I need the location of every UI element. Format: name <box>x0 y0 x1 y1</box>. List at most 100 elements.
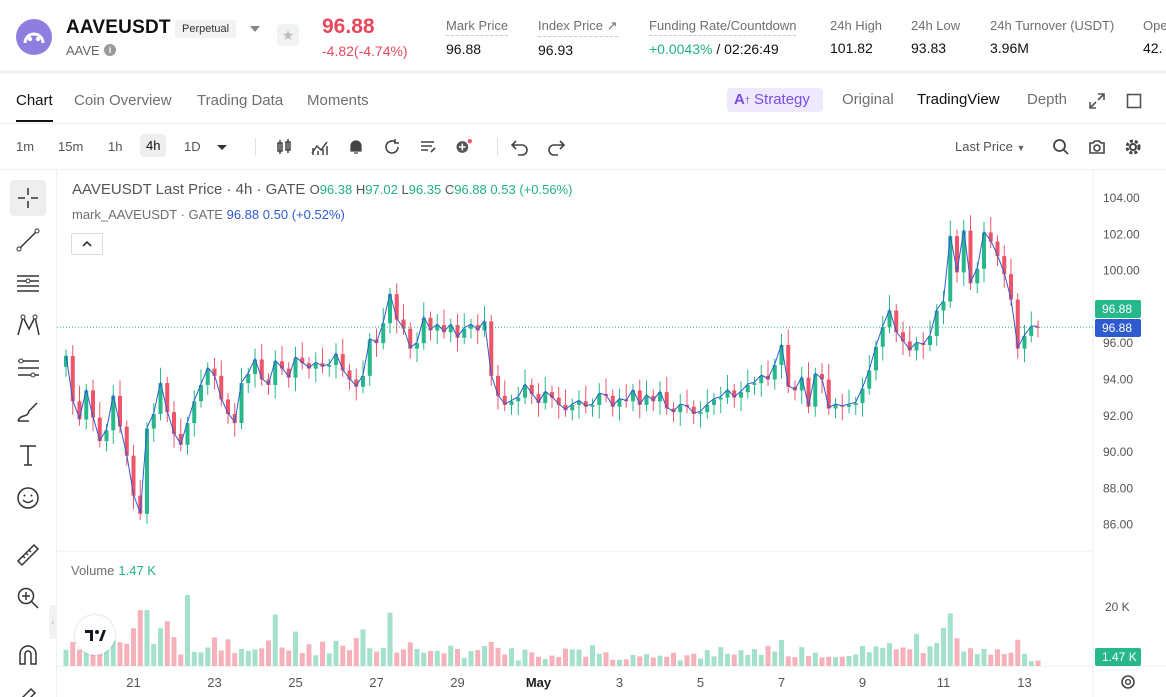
volume-bar <box>887 643 892 666</box>
volume-bar <box>266 640 271 666</box>
price-source-select[interactable]: Last Price ▼ <box>955 139 1025 154</box>
candle-body <box>455 325 460 338</box>
candle-body <box>91 390 95 418</box>
tab-moments[interactable]: Moments <box>307 92 369 109</box>
text-tool-icon[interactable] <box>10 437 46 473</box>
volume-bar <box>502 654 508 666</box>
tab-coin-overview[interactable]: Coin Overview <box>74 92 172 109</box>
volume-bar <box>806 656 811 666</box>
volume-bar <box>495 647 501 666</box>
pattern-tool-icon[interactable] <box>10 308 46 344</box>
magnet-icon[interactable] <box>10 637 46 673</box>
replay-icon[interactable] <box>382 137 402 157</box>
strategy-button[interactable]: A† Strategy <box>727 88 823 112</box>
candle-body <box>786 345 791 387</box>
stat-label[interactable]: Funding Rate/Countdown <box>649 18 797 36</box>
zoom-in-icon[interactable] <box>10 580 46 616</box>
tab-chart[interactable]: Chart <box>16 92 53 122</box>
candle-body <box>691 406 696 414</box>
fib-retracement-icon[interactable] <box>10 351 46 387</box>
templates-icon[interactable] <box>418 137 438 157</box>
trend-line-icon[interactable] <box>10 222 46 258</box>
candle-body <box>867 370 872 389</box>
redo-icon[interactable] <box>546 137 566 157</box>
lock-drawing-icon[interactable] <box>10 678 46 697</box>
open-label: O <box>309 182 320 197</box>
axis-settings-icon[interactable] <box>1117 671 1139 693</box>
timeframe-1m[interactable]: 1m <box>16 139 35 154</box>
volume-bar <box>326 653 332 666</box>
volume-bar <box>698 658 703 666</box>
candle-body <box>826 379 831 409</box>
stat-label[interactable]: Index Price ↗ <box>538 18 618 37</box>
favorite-star-icon[interactable]: ★ <box>277 24 299 46</box>
add-indicator-icon[interactable] <box>454 137 474 157</box>
symbol-name[interactable]: AAVEUSDT <box>66 17 171 38</box>
time-tick-label: 7 <box>778 675 785 690</box>
candle-body <box>995 241 1000 257</box>
volume-bar <box>306 644 312 666</box>
crosshair-icon[interactable] <box>10 180 46 216</box>
volume-bar <box>1028 661 1034 666</box>
tab-trading-data[interactable]: Trading Data <box>197 92 284 109</box>
time-tick-label: 11 <box>937 675 951 690</box>
collapse-legend-button[interactable] <box>71 233 103 255</box>
volume-bar <box>866 652 872 666</box>
settings-gear-icon[interactable] <box>1123 137 1143 157</box>
price-chart[interactable]: 104.00102.00100.0098.0096.0094.0092.0090… <box>57 170 1166 697</box>
timeframe-4h[interactable]: 4h <box>140 134 167 157</box>
volume-bar <box>414 648 420 666</box>
candle-body <box>739 392 743 398</box>
candle-body <box>273 361 278 385</box>
candle-body <box>212 368 217 376</box>
high-label: H <box>355 182 366 197</box>
emoji-icon[interactable] <box>10 480 46 516</box>
symbol-dropdown-icon[interactable] <box>249 24 261 34</box>
view-tradingview[interactable]: TradingView <box>917 91 1000 108</box>
window-icon[interactable] <box>1125 92 1143 110</box>
timeframe-1h[interactable]: 1h <box>108 139 123 154</box>
info-icon[interactable]: i <box>104 44 116 56</box>
stat-value: 3.96M <box>990 40 1029 56</box>
view-original[interactable]: Original <box>842 91 894 108</box>
price-tick-label: 88.00 <box>1103 481 1133 495</box>
volume-bar <box>299 653 305 666</box>
volume-bar <box>536 656 541 666</box>
horizontal-lines-icon[interactable] <box>10 265 46 301</box>
camera-icon[interactable] <box>1087 137 1107 157</box>
ruler-icon[interactable] <box>10 537 46 573</box>
volume-bar <box>529 652 535 666</box>
candle-body <box>712 399 716 405</box>
volume-bar <box>988 654 994 666</box>
candle-body <box>394 294 399 320</box>
view-depth[interactable]: Depth <box>1027 91 1068 108</box>
expand-sidebar-handle[interactable]: ‹ <box>49 605 57 639</box>
candlestick-chart[interactable]: 104.00102.00100.0098.0096.0094.0092.0090… <box>57 170 1166 697</box>
series-legend: AAVEUSDT Last Price · 4h · GATE O96.38 H… <box>72 181 572 198</box>
brush-icon[interactable] <box>10 394 46 430</box>
candle-body <box>772 364 777 380</box>
candle-body <box>421 317 426 344</box>
candle-type-icon[interactable] <box>274 137 294 157</box>
volume-bar <box>63 649 69 666</box>
volume-bar <box>245 650 251 666</box>
search-icon[interactable] <box>1051 137 1071 157</box>
candle-body <box>496 375 500 396</box>
candle-body <box>246 374 251 384</box>
timeframe-1d[interactable]: 1D <box>184 139 201 154</box>
indicators-icon[interactable] <box>310 137 330 157</box>
undo-icon[interactable] <box>510 137 530 157</box>
volume-bar <box>623 659 629 666</box>
volume-bar <box>252 649 258 666</box>
timeframe-dropdown-icon[interactable] <box>212 137 232 157</box>
fullscreen-icon[interactable] <box>1088 92 1106 110</box>
stat-label[interactable]: Mark Price <box>446 18 509 36</box>
alert-bell-icon[interactable] <box>346 137 366 157</box>
timeframe-15m[interactable]: 15m <box>58 139 84 154</box>
volume-bar <box>144 610 150 666</box>
candle-body <box>779 345 784 365</box>
tradingview-logo[interactable] <box>75 615 115 655</box>
volume-bars <box>63 594 1041 666</box>
mark-legend: mark_AAVEUSDT · GATE 96.88 0.50 (+0.52%) <box>72 207 345 222</box>
candle-body <box>442 325 446 333</box>
